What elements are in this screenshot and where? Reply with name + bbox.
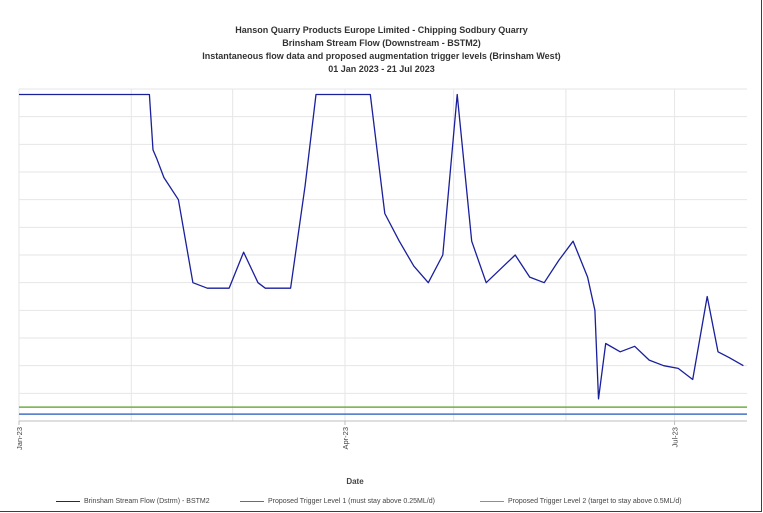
chart-subtitle-1: Brinsham Stream Flow (Downstream - BSTM2… xyxy=(282,38,481,48)
x-axis-title: Date xyxy=(346,477,364,486)
legend-item-trigger-2: Proposed Trigger Level 2 (target to stay… xyxy=(480,495,682,507)
x-tick-label: Jul-23 xyxy=(671,427,680,447)
legend-label-trigger-2: Proposed Trigger Level 2 (target to stay… xyxy=(508,497,682,505)
legend-swatch-trigger-2 xyxy=(480,500,504,502)
series-line-flow xyxy=(19,93,744,400)
legend-label-trigger-1: Proposed Trigger Level 1 (must stay abov… xyxy=(268,497,435,505)
x-tick-label: Jan-23 xyxy=(15,427,24,450)
legend-label-flow: Brinsham Stream Flow (Dstrm) - BSTM2 xyxy=(84,497,210,505)
legend-swatch-trigger-1 xyxy=(240,500,264,502)
chart-subtitle-2: Instantaneous flow data and proposed aug… xyxy=(202,51,561,61)
chart-title: Hanson Quarry Products Europe Limited - … xyxy=(235,25,528,35)
gridlines xyxy=(18,88,747,421)
chart-date-range: 01 Jan 2023 - 21 Jul 2023 xyxy=(328,64,435,74)
x-tick-label: Apr-23 xyxy=(341,427,350,450)
legend-swatch-flow xyxy=(56,500,80,502)
legend-item-flow: Brinsham Stream Flow (Dstrm) - BSTM2 xyxy=(56,495,210,507)
legend-item-trigger-1: Proposed Trigger Level 1 (must stay abov… xyxy=(240,495,435,507)
